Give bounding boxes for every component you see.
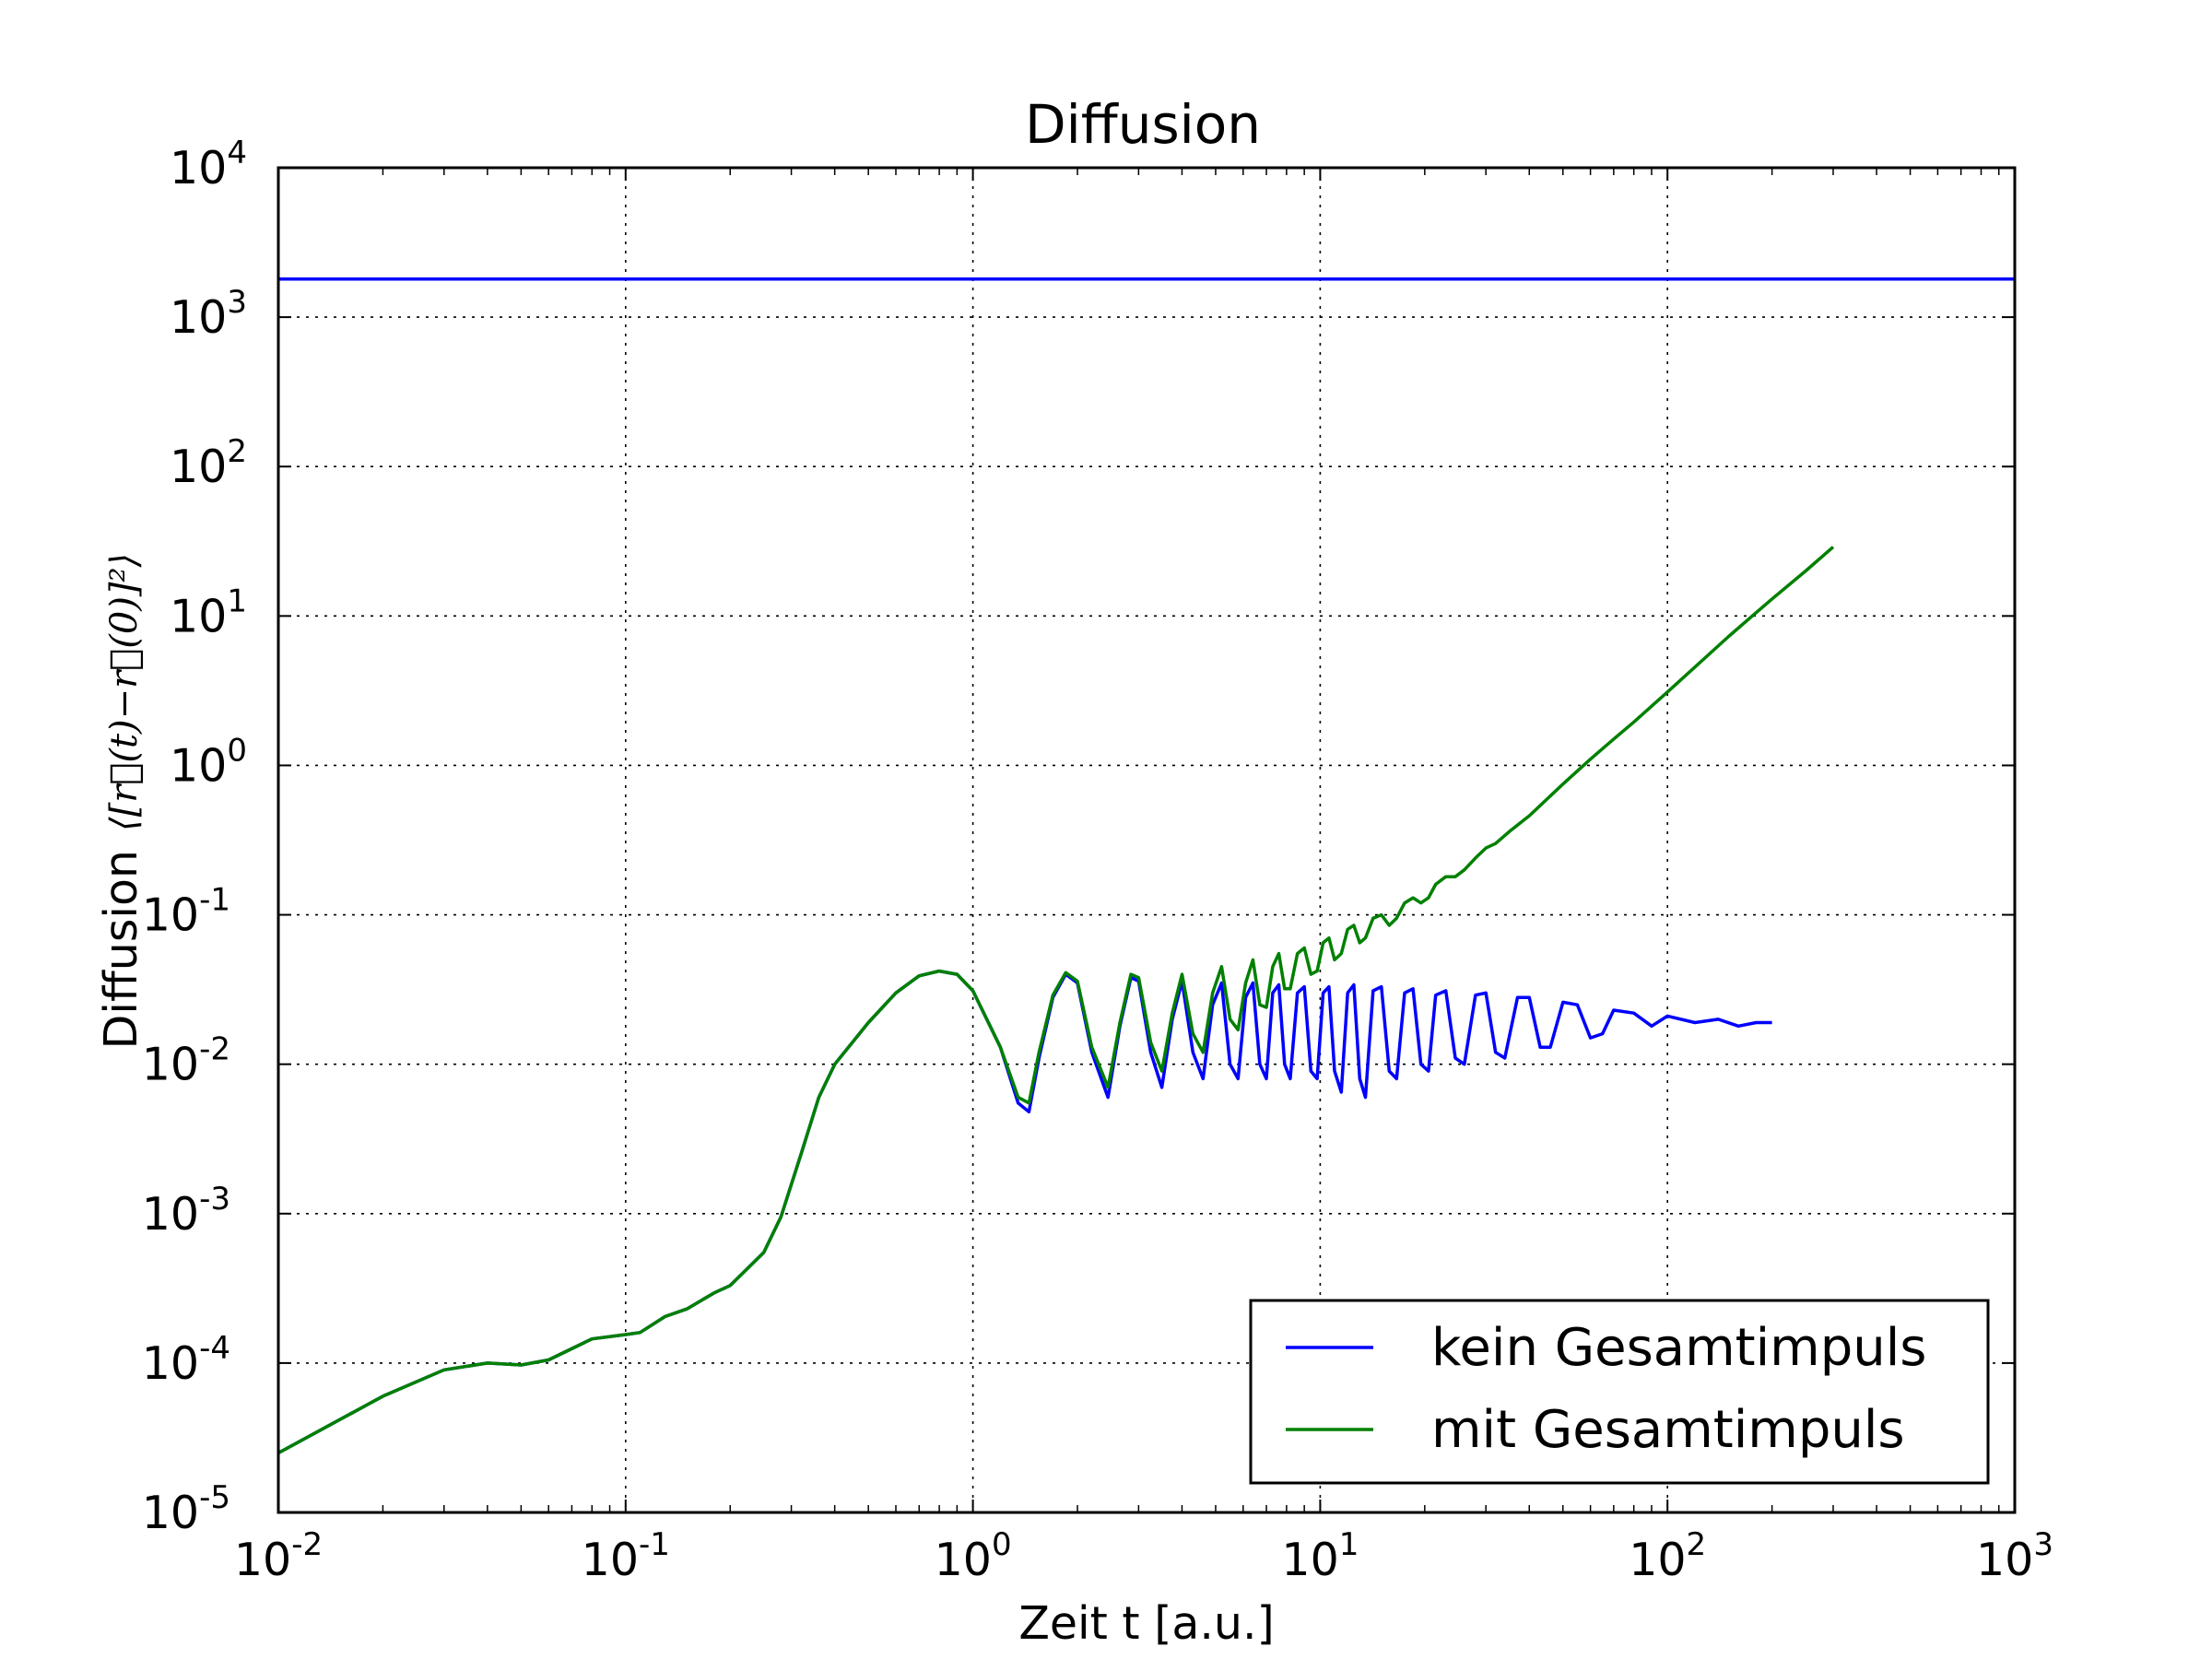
- y-tick-base: 10: [142, 1337, 199, 1390]
- chart-title: Diffusion: [1025, 93, 1261, 156]
- x-tick-base: 10: [1281, 1534, 1338, 1586]
- y-tick-label: 103: [170, 284, 247, 344]
- y-tick-label: 10-2: [142, 1031, 230, 1091]
- x-tick-base: 10: [1629, 1534, 1686, 1586]
- y-axis-label-math: ⟨[r⃗(t)−r⃗(0)]²⟩: [103, 553, 146, 831]
- y-tick-exp: -4: [199, 1330, 230, 1367]
- x-tick-label: 100: [935, 1526, 1012, 1586]
- x-tick-label: 103: [1976, 1526, 2053, 1586]
- x-tick-exp: 1: [1339, 1526, 1359, 1563]
- y-axis-label-group: Diffusion ⟨[r⃗(t)−r⃗(0)]²⟩: [95, 553, 147, 1050]
- y-tick-exp: -3: [199, 1181, 230, 1218]
- y-tick-label: 102: [170, 433, 247, 493]
- x-tick-exp: -2: [291, 1526, 323, 1563]
- y-tick-base: 10: [170, 739, 227, 792]
- y-tick-exp: 4: [227, 135, 247, 171]
- y-tick-base: 10: [170, 590, 227, 642]
- x-tick-label: 102: [1629, 1526, 1706, 1586]
- y-tick-base: 10: [142, 1039, 199, 1091]
- x-axis-label: Zeit t [a.u.]: [1018, 1597, 1274, 1650]
- y-tick-label: 10-1: [142, 882, 230, 942]
- legend-label-mit: mit Gesamtimpuls: [1431, 1400, 1905, 1460]
- y-tick-base: 10: [170, 441, 227, 493]
- legend-box: [1249, 1299, 1990, 1485]
- y-tick-label: 10-3: [142, 1181, 230, 1241]
- x-tick-base: 10: [582, 1534, 639, 1586]
- x-tick-exp: 2: [1687, 1526, 1707, 1563]
- x-tick-label: 10-2: [234, 1526, 323, 1586]
- x-tick-base: 10: [234, 1534, 291, 1586]
- y-tick-exp: -1: [199, 882, 230, 919]
- y-axis-label: Diffusion: [95, 850, 147, 1049]
- y-tick-exp: 1: [227, 582, 247, 619]
- x-tick-exp: 3: [2033, 1526, 2053, 1563]
- series-lines: [278, 276, 2015, 1455]
- x-tick-label: 10-1: [582, 1526, 670, 1586]
- legend: kein Gesamtimpuls mit Gesamtimpuls: [1249, 1299, 1990, 1485]
- y-tick-label: 101: [170, 582, 247, 642]
- y-tick-base: 10: [142, 1487, 199, 1539]
- y-tick-label: 10-5: [142, 1479, 230, 1539]
- y-tick-exp: 2: [227, 433, 247, 470]
- x-tick-label: 101: [1281, 1526, 1359, 1586]
- y-tick-exp: -5: [199, 1479, 230, 1516]
- legend-label-kein: kein Gesamtimpuls: [1431, 1318, 1926, 1378]
- tick-labels: 10-2 10-1 100 101 102 10310-510-410-310-210-1…: [142, 135, 2053, 1586]
- y-tick-label: 104: [170, 135, 247, 194]
- y-tick-base: 10: [142, 889, 199, 942]
- x-tick-base: 10: [935, 1534, 992, 1586]
- x-tick-exp: 0: [992, 1526, 1012, 1563]
- y-tick-label: 10-4: [142, 1330, 230, 1390]
- y-tick-exp: 0: [227, 732, 247, 769]
- plot-frame: [276, 166, 2017, 1514]
- y-tick-base: 10: [170, 142, 227, 194]
- y-tick-base: 10: [142, 1188, 199, 1241]
- x-tick-base: 10: [1976, 1534, 2033, 1586]
- series-line-1: [278, 546, 1835, 1455]
- y-tick-exp: 3: [227, 284, 247, 321]
- grid: [278, 168, 2015, 1512]
- y-tick-exp: -2: [199, 1031, 230, 1068]
- y-tick-base: 10: [170, 291, 227, 344]
- y-tick-label: 100: [170, 732, 247, 792]
- x-tick-exp: -1: [639, 1526, 670, 1563]
